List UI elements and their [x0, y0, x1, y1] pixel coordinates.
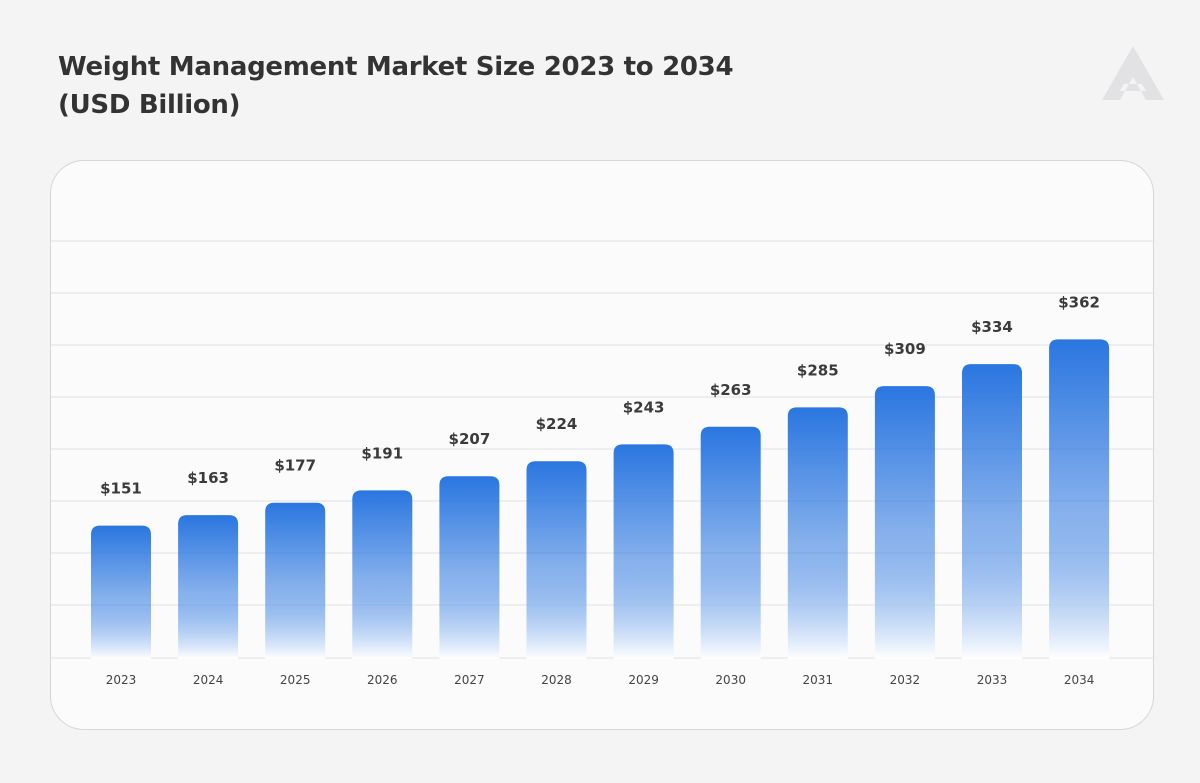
x-tick-2026: 2026	[367, 673, 398, 687]
bars	[91, 339, 1110, 659]
bar-2028	[526, 461, 587, 659]
bar-2034	[1049, 339, 1110, 659]
x-tick-2030: 2030	[715, 673, 746, 687]
data-label-2025: $177	[274, 457, 316, 475]
data-label-2028: $224	[536, 415, 578, 433]
data-label-2029: $243	[623, 398, 665, 416]
bar-2030	[700, 426, 761, 659]
data-label-2027: $207	[449, 430, 491, 448]
bar-2025	[265, 502, 326, 659]
bar-2026	[352, 490, 413, 659]
bar-2033	[962, 364, 1022, 659]
x-tick-2029: 2029	[628, 673, 659, 687]
chart-title-line-1: Weight Management Market Size 2023 to 20…	[58, 52, 734, 82]
data-label-2034: $362	[1058, 293, 1100, 311]
x-tick-2034: 2034	[1064, 673, 1095, 687]
chart-card: $151 $163 $177 $191 $207 $224 $243 $263 $285 $309…	[50, 160, 1155, 730]
data-label-2023: $151	[100, 480, 142, 498]
data-label-2032: $309	[884, 340, 926, 358]
data-label-2026: $191	[361, 444, 403, 462]
x-tick-2028: 2028	[541, 673, 572, 687]
bar-2024	[178, 515, 239, 659]
x-tick-2032: 2032	[890, 673, 921, 687]
x-axis-ticks: 2023 2024 2025 2026 2027 2028 2029 2030 2031 2032…	[106, 673, 1095, 687]
bar-2032	[874, 386, 935, 659]
x-tick-2024: 2024	[193, 673, 224, 687]
chart-title: Weight Management Market Size 2023 to 20…	[58, 48, 734, 124]
data-labels: $151 $163 $177 $191 $207 $224 $243 $263 $285 $309…	[100, 293, 1100, 497]
x-tick-2027: 2027	[454, 673, 485, 687]
logo-shape	[1102, 46, 1164, 100]
brand-triangle-logo-icon	[1102, 46, 1164, 100]
chart-title-line-2: (USD Billion)	[58, 90, 241, 120]
data-label-2033: $334	[971, 318, 1013, 336]
bar-2027	[439, 476, 500, 659]
x-tick-2025: 2025	[280, 673, 311, 687]
bar-2023	[91, 525, 151, 659]
x-tick-2033: 2033	[977, 673, 1008, 687]
data-label-2024: $163	[187, 469, 229, 487]
data-label-2030: $263	[710, 381, 752, 399]
bar-chart: $151 $163 $177 $191 $207 $224 $243 $263 $285 $309…	[51, 240, 1155, 687]
bar-2029	[613, 444, 674, 659]
bar-2031	[787, 407, 848, 659]
data-label-2031: $285	[797, 361, 839, 379]
x-tick-2023: 2023	[106, 673, 137, 687]
x-tick-2031: 2031	[803, 673, 834, 687]
